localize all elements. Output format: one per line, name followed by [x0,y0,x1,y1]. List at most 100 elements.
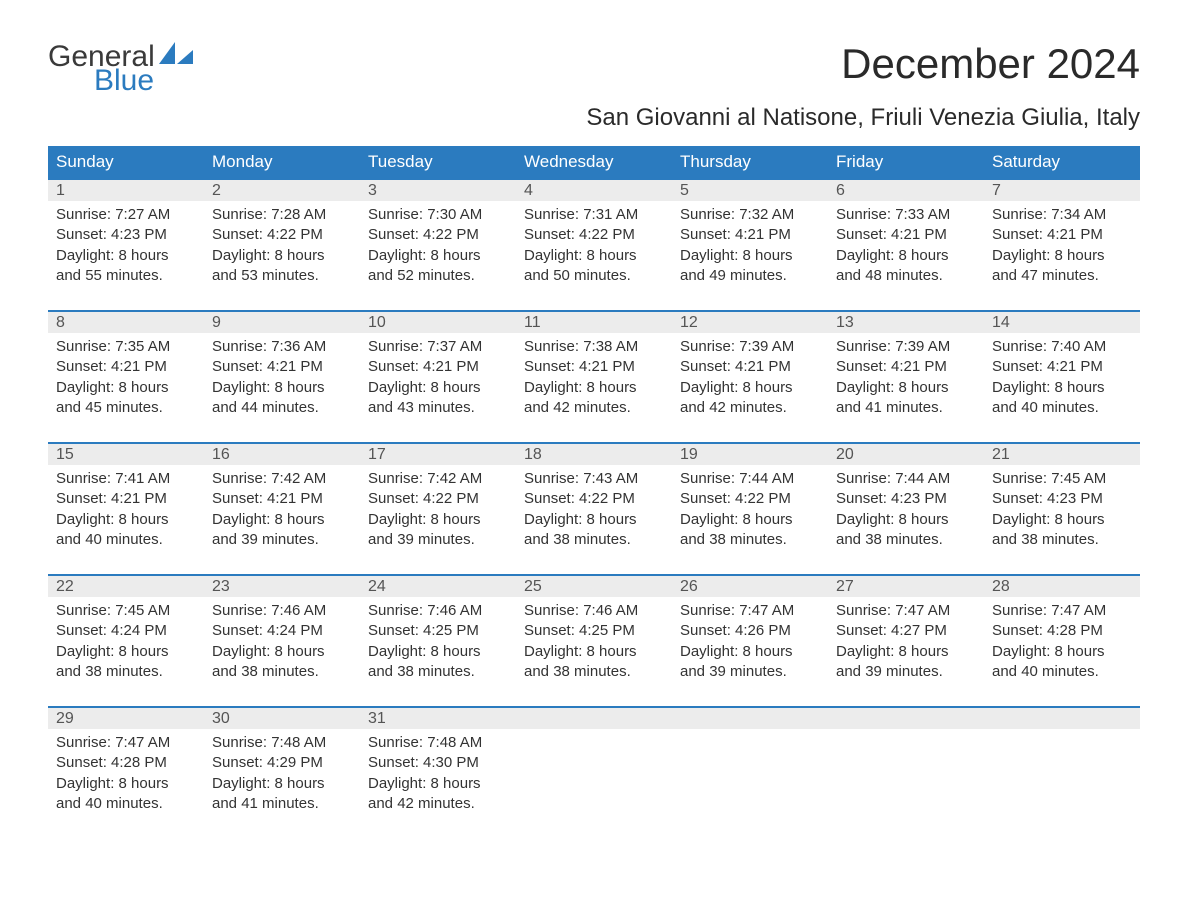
calendar-day: 24Sunrise: 7:46 AMSunset: 4:25 PMDayligh… [360,576,516,688]
sunset-text: Sunset: 4:30 PM [368,753,508,773]
sunrise-text: Sunrise: 7:48 AM [368,733,508,753]
daylight-line-2: and 47 minutes. [992,266,1132,286]
day-number-bar: 17 [360,444,516,465]
day-details [828,729,984,809]
calendar-day [516,708,672,820]
sunrise-text: Sunrise: 7:35 AM [56,337,196,357]
weekday-header: Tuesday [360,146,516,178]
calendar-day: 4 Sunrise: 7:31 AMSunset: 4:22 PMDaylight… [516,180,672,292]
daylight-line-1: Daylight: 8 hours [992,246,1132,266]
calendar-week: 15Sunrise: 7:41 AMSunset: 4:21 PMDayligh… [48,442,1140,556]
day-number: 1 [56,182,65,199]
daylight-line-1: Daylight: 8 hours [212,642,352,662]
daylight-line-2: and 38 minutes. [680,530,820,550]
calendar-day: 11Sunrise: 7:38 AMSunset: 4:21 PMDayligh… [516,312,672,424]
calendar-day: 15Sunrise: 7:41 AMSunset: 4:21 PMDayligh… [48,444,204,556]
calendar-day: 2Sunrise: 7:28 AMSunset: 4:22 PMDaylight… [204,180,360,292]
day-details: Sunrise: 7:31 AMSunset: 4:22 PMDaylight:… [516,201,672,292]
day-number: 18 [524,446,542,463]
sunrise-text: Sunrise: 7:47 AM [56,733,196,753]
sunrise-text: Sunrise: 7:46 AM [368,601,508,621]
day-number-bar [516,708,672,729]
sunrise-text: Sunrise: 7:40 AM [992,337,1132,357]
sunset-text: Sunset: 4:28 PM [56,753,196,773]
daylight-line-2: and 38 minutes. [524,530,664,550]
day-details: Sunrise: 7:39 AMSunset: 4:21 PMDaylight:… [672,333,828,424]
calendar-day: 17Sunrise: 7:42 AMSunset: 4:22 PMDayligh… [360,444,516,556]
weekday-header: Friday [828,146,984,178]
daylight-line-2: and 39 minutes. [212,530,352,550]
sunrise-text: Sunrise: 7:32 AM [680,205,820,225]
sunset-text: Sunset: 4:21 PM [524,357,664,377]
day-number: 14 [992,314,1010,331]
daylight-line-1: Daylight: 8 hours [680,510,820,530]
brand-word-2: Blue [94,66,195,96]
sunset-text: Sunset: 4:21 PM [992,225,1132,245]
day-number: 15 [56,446,74,463]
daylight-line-2: and 52 minutes. [368,266,508,286]
sunrise-text: Sunrise: 7:33 AM [836,205,976,225]
day-number-bar: 20 [828,444,984,465]
calendar-day [828,708,984,820]
calendar-day: 26Sunrise: 7:47 AMSunset: 4:26 PMDayligh… [672,576,828,688]
day-details: Sunrise: 7:37 AMSunset: 4:21 PMDaylight:… [360,333,516,424]
sunset-text: Sunset: 4:22 PM [524,225,664,245]
day-details: Sunrise: 7:39 AMSunset: 4:21 PMDaylight:… [828,333,984,424]
calendar-day: 25Sunrise: 7:46 AMSunset: 4:25 PMDayligh… [516,576,672,688]
daylight-line-2: and 38 minutes. [992,530,1132,550]
sunrise-text: Sunrise: 7:37 AM [368,337,508,357]
daylight-line-2: and 38 minutes. [524,662,664,682]
daylight-line-1: Daylight: 8 hours [368,642,508,662]
day-number: 19 [680,446,698,463]
daylight-line-1: Daylight: 8 hours [56,774,196,794]
calendar-day: 9Sunrise: 7:36 AMSunset: 4:21 PMDaylight… [204,312,360,424]
sunset-text: Sunset: 4:22 PM [524,489,664,509]
daylight-line-1: Daylight: 8 hours [56,246,196,266]
day-details: Sunrise: 7:43 AMSunset: 4:22 PMDaylight:… [516,465,672,556]
daylight-line-1: Daylight: 8 hours [836,510,976,530]
calendar-day: 7Sunrise: 7:34 AMSunset: 4:21 PMDaylight… [984,180,1140,292]
sunset-text: Sunset: 4:22 PM [368,225,508,245]
calendar-day: 1Sunrise: 7:27 AMSunset: 4:23 PMDaylight… [48,180,204,292]
daylight-line-2: and 39 minutes. [368,530,508,550]
sunrise-text: Sunrise: 7:43 AM [524,469,664,489]
daylight-line-2: and 41 minutes. [836,398,976,418]
day-number-bar: 6 [828,180,984,201]
header: General Blue December 2024 [48,40,1140,96]
sunset-text: Sunset: 4:21 PM [368,357,508,377]
day-details: Sunrise: 7:28 AMSunset: 4:22 PMDaylight:… [204,201,360,292]
day-number: 30 [212,710,230,727]
day-details: Sunrise: 7:47 AMSunset: 4:28 PMDaylight:… [984,597,1140,688]
day-number-bar: 29 [48,708,204,729]
daylight-line-1: Daylight: 8 hours [212,774,352,794]
sunset-text: Sunset: 4:26 PM [680,621,820,641]
sunset-text: Sunset: 4:21 PM [56,489,196,509]
sunset-text: Sunset: 4:23 PM [836,489,976,509]
day-number-bar: 31 [360,708,516,729]
sunrise-text: Sunrise: 7:31 AM [524,205,664,225]
day-number-bar: 14 [984,312,1140,333]
day-number: 21 [992,446,1010,463]
sunset-text: Sunset: 4:23 PM [56,225,196,245]
daylight-line-1: Daylight: 8 hours [56,378,196,398]
daylight-line-2: and 49 minutes. [680,266,820,286]
day-details: Sunrise: 7:44 AMSunset: 4:23 PMDaylight:… [828,465,984,556]
daylight-line-1: Daylight: 8 hours [992,510,1132,530]
day-details: Sunrise: 7:47 AMSunset: 4:26 PMDaylight:… [672,597,828,688]
daylight-line-1: Daylight: 8 hours [836,642,976,662]
day-details: Sunrise: 7:34 AMSunset: 4:21 PMDaylight:… [984,201,1140,292]
day-number: 27 [836,578,854,595]
sunrise-text: Sunrise: 7:42 AM [212,469,352,489]
day-number: 4 [524,182,533,199]
day-details: Sunrise: 7:45 AMSunset: 4:24 PMDaylight:… [48,597,204,688]
sunset-text: Sunset: 4:23 PM [992,489,1132,509]
day-number-bar [828,708,984,729]
daylight-line-1: Daylight: 8 hours [836,378,976,398]
calendar-week: 29Sunrise: 7:47 AMSunset: 4:28 PMDayligh… [48,706,1140,820]
sunset-text: Sunset: 4:28 PM [992,621,1132,641]
sunset-text: Sunset: 4:21 PM [836,225,976,245]
day-number-bar: 10 [360,312,516,333]
sunrise-text: Sunrise: 7:47 AM [680,601,820,621]
day-number-bar [984,708,1140,729]
calendar-week: 1Sunrise: 7:27 AMSunset: 4:23 PMDaylight… [48,178,1140,292]
